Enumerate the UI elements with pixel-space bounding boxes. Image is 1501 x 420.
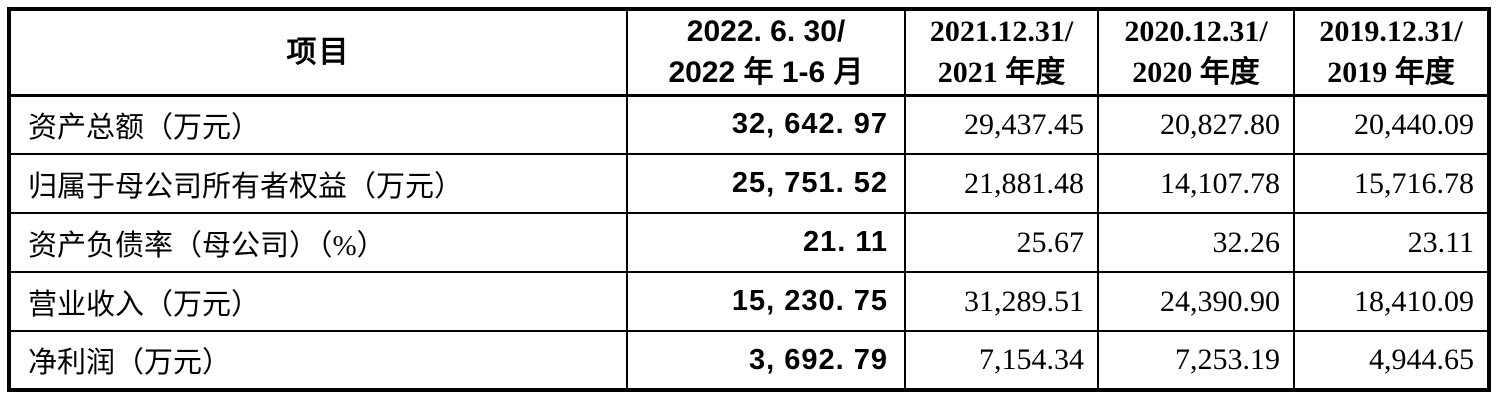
value-cell-current: 32, 642. 97	[626, 94, 906, 155]
header-cell-period-2022: 2022. 6. 30/ 2022 年 1-6 月	[626, 8, 906, 97]
value-cell-2019: 15,716.78	[1293, 153, 1490, 214]
header-period-line1: 2022. 6. 30/	[686, 15, 846, 49]
value-cell-current: 25, 751. 52	[626, 153, 906, 214]
value-cell-2021: 31,289.51	[904, 271, 1099, 332]
table-row-parent-equity: 归属于母公司所有者权益（万元） 25, 751. 52 21,881.48 14…	[8, 153, 1490, 214]
header-period-line1: 2020.12.31/	[1124, 15, 1268, 49]
header-period-line2: 2020 年度	[1132, 56, 1260, 90]
header-period-line2: 2022 年 1-6 月	[668, 56, 864, 90]
header-period-line1: 2019.12.31/	[1319, 15, 1463, 49]
row-label: 资产负债率（母公司）（%）	[8, 212, 628, 273]
row-label: 资产总额（万元）	[8, 94, 628, 155]
value-cell-2020: 14,107.78	[1097, 153, 1295, 214]
value-cell-2019: 20,440.09	[1293, 94, 1490, 155]
value-cell-2020: 24,390.90	[1097, 271, 1295, 332]
header-cell-period-2019: 2019.12.31/ 2019 年度	[1293, 8, 1490, 97]
table-row-net-profit: 净利润（万元） 3, 692. 79 7,154.34 7,253.19 4,9…	[8, 330, 1490, 391]
header-row: 项目 2022. 6. 30/ 2022 年 1-6 月 2021.12.31/…	[8, 8, 1490, 97]
value-cell-current: 15, 230. 75	[626, 271, 906, 332]
row-label: 营业收入（万元）	[8, 271, 628, 332]
value-cell-current: 3, 692. 79	[626, 330, 906, 391]
value-cell-2019: 18,410.09	[1293, 271, 1490, 332]
header-cell-item: 项目	[8, 8, 628, 97]
financial-summary-table: 项目 2022. 6. 30/ 2022 年 1-6 月 2021.12.31/…	[7, 7, 1491, 392]
header-cell-period-2021: 2021.12.31/ 2021 年度	[904, 8, 1099, 97]
table-row-total-assets: 资产总额（万元） 32, 642. 97 29,437.45 20,827.80…	[8, 94, 1490, 155]
header-period-line1: 2021.12.31/	[929, 15, 1074, 49]
value-cell-2021: 7,154.34	[904, 330, 1099, 391]
row-label: 净利润（万元）	[8, 330, 628, 391]
value-cell-2021: 21,881.48	[904, 153, 1099, 214]
value-cell-2019: 23.11	[1293, 212, 1490, 273]
header-period-line2: 2019 年度	[1327, 56, 1455, 90]
value-cell-current: 21. 11	[626, 212, 906, 273]
header-cell-period-2020: 2020.12.31/ 2020 年度	[1097, 8, 1295, 97]
table-row-operating-revenue: 营业收入（万元） 15, 230. 75 31,289.51 24,390.90…	[8, 271, 1490, 332]
value-cell-2020: 20,827.80	[1097, 94, 1295, 155]
value-cell-2021: 29,437.45	[904, 94, 1099, 155]
value-cell-2020: 7,253.19	[1097, 330, 1295, 391]
row-label: 归属于母公司所有者权益（万元）	[8, 153, 628, 214]
value-cell-2019: 4,944.65	[1293, 330, 1490, 391]
header-period-line2: 2021 年度	[937, 56, 1066, 90]
value-cell-2021: 25.67	[904, 212, 1099, 273]
table-row-debt-ratio: 资产负债率（母公司）（%） 21. 11 25.67 32.26 23.11	[8, 212, 1490, 273]
header-item-label: 项目	[286, 35, 351, 69]
value-cell-2020: 32.26	[1097, 212, 1295, 273]
